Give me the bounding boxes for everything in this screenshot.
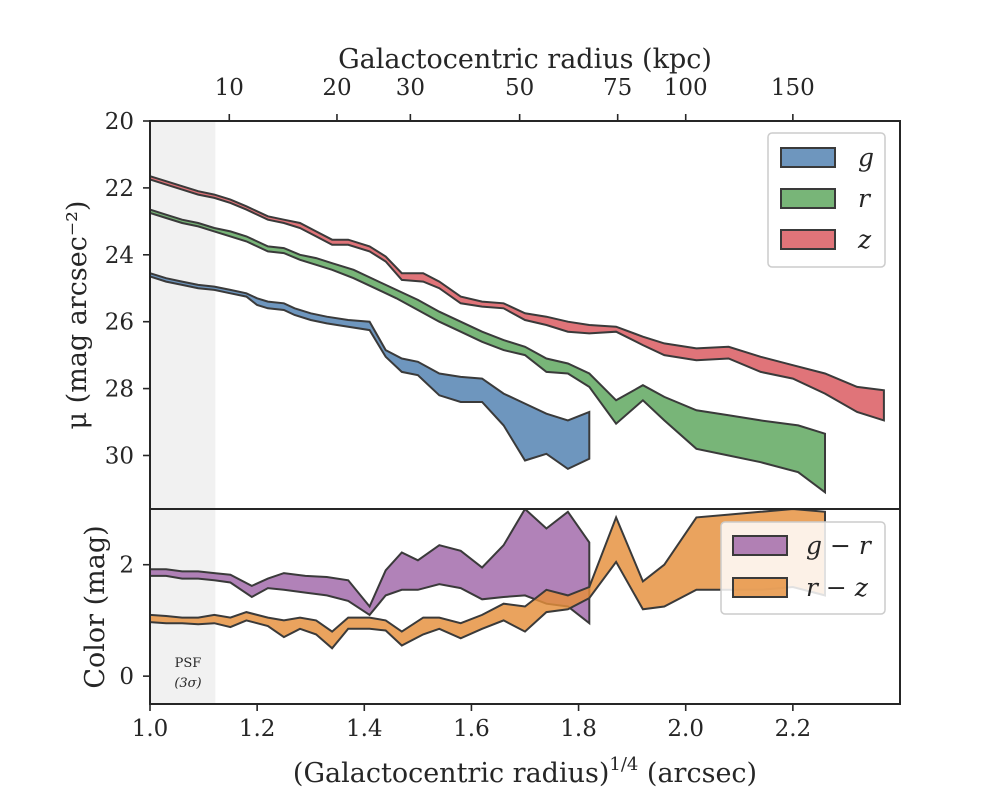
y-tick-label-bottom: 0 [119,664,134,690]
top-legend: g r z [767,132,886,268]
legend-swatch-z [780,229,836,250]
y-tick-label-top: 26 [105,310,134,336]
bottom-y-axis-title: Color (mag) [80,525,111,688]
y-tick-label-top: 28 [105,377,134,403]
x-tick-label-bottom: 1.8 [560,716,597,742]
x-tick-label-bottom: 2.2 [775,716,812,742]
axis-ticks: 20 22 24 26 28 30 0 2 1.0 1.2 1.4 1.6 1.8 2.0 2.2 10 20 3… [105,75,815,742]
bottom-x-axis-title: (Galactocentric radius)1/4 (arcsec) [293,754,757,789]
x-tick-label-bottom: 1.0 [132,716,169,742]
band-r [150,208,826,495]
psf-sigma-label: (3σ) [174,676,201,691]
y-tick-label-bottom: 2 [119,553,134,579]
bottom-panel-frame [149,508,901,705]
legend-swatch-r-z [732,577,788,598]
top-x-axis-title: Galactocentric radius (kpc) [338,44,712,75]
legend-swatch-g-r [732,535,788,556]
x-tick-label-top: 100 [664,75,708,101]
x-tick-label-top: 10 [215,75,244,101]
top-y-axis-title: μ (mag arcsec⁻²) [62,201,93,430]
surface-brightness-series [150,175,885,495]
psf-label: PSF [175,656,202,671]
y-tick-label-top: 24 [105,243,134,269]
legend-label-g: g [858,143,874,172]
y-tick-label-top: 22 [105,176,134,202]
bottom-legend: g − r r − z [720,521,886,615]
x-tick-label-top: 20 [322,75,351,101]
x-tick-label-top: 75 [603,75,632,101]
x-tick-label-top: 50 [505,75,534,101]
x-tick-label-bottom: 2.0 [667,716,704,742]
y-tick-label-top: 30 [105,443,134,469]
x-tick-label-bottom: 1.4 [346,716,383,742]
x-tick-label-top: 150 [771,75,815,101]
x-tick-label-bottom: 1.6 [453,716,490,742]
band-z [150,175,885,422]
legend-swatch-r [780,188,836,209]
legend-label-g-r: g − r [806,531,873,560]
x-tick-label-bottom: 1.2 [239,716,276,742]
legend-label-r: r [858,184,872,213]
band-g [150,272,591,471]
y-tick-label-top: 20 [105,109,134,135]
legend-swatch-g [780,147,836,168]
x-tick-label-top: 30 [396,75,425,101]
legend-label-z: z [857,225,872,254]
band-g-r [150,509,591,626]
psf-region [150,121,216,704]
legend-label-r-z: r − z [806,573,869,602]
